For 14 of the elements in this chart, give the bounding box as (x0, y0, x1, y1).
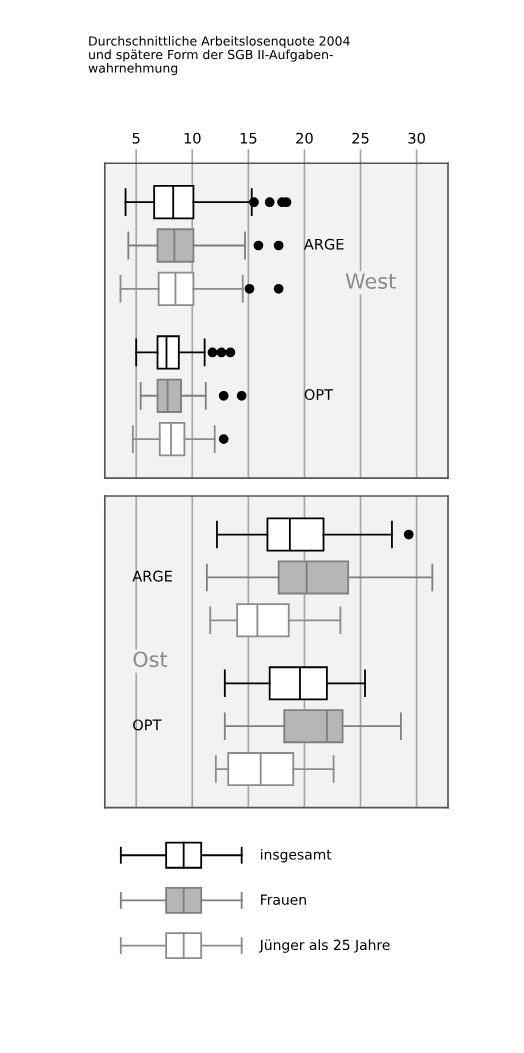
legend-label: insgesamt (261, 848, 332, 863)
category-label: ARGE (132, 570, 172, 582)
x-tick-label: 5 (132, 132, 140, 144)
legend-label: Frauen (261, 894, 306, 905)
legend-label: Jünger als 25 Jahre (259, 939, 390, 953)
category-label: OPT (133, 719, 162, 731)
x-tick-label: 15 (240, 132, 257, 144)
chart-title: Durchschnittliche Arbeitslosenquote 2004 und spätere Form der SGB II-Aufgaben- wahrnehmung (88, 36, 350, 76)
x-tick-label: 30 (408, 132, 425, 144)
x-tick-label: 10 (184, 132, 201, 144)
x-tick-label: 20 (296, 132, 313, 144)
annotation: West (345, 273, 396, 289)
annotation: Ost (133, 651, 168, 668)
x-tick-label: 25 (352, 132, 369, 144)
